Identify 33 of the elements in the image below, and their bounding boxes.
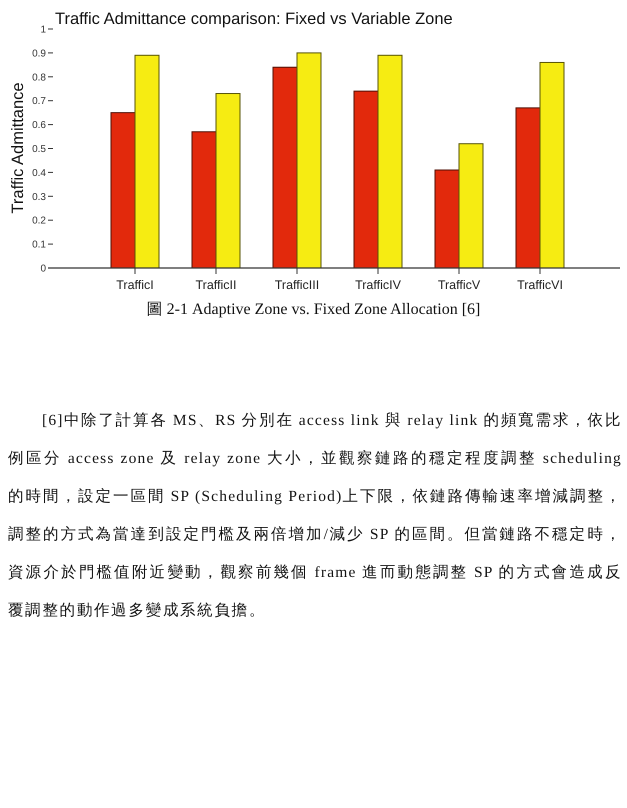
bar [110,112,136,268]
y-tick-label: 0.9 [32,48,46,60]
y-tick-label: 0.3 [32,192,46,203]
text: [6]中除了計算各 MS、RS 分別在 access link 與 relay link 的頻寬需求，依比例區分 access zone 及 relay zone 大小，並觀察鏈路的穩定程度調整 scheduling 的時間，設定一區間 SP (Scheduling Period)上下限，依鏈路傳輸速率增減調整，調整的方式為當達到設定門檻及兩倍增加/減少 SP 的區間。但當鏈路不穩定時，資源介於門檻值附近變動，觀察前幾個 frame 進而動態調整 SP 的方式會造成反覆調整的動作過多變成系統負擔。 [8,412,622,619]
chart-title: Traffic Admittance comparison: Fixed vs Variable Zone [55,10,453,28]
bar [216,93,240,268]
x-tick-label: TrafficII [196,278,236,292]
x-tick-label: TrafficIII [274,278,320,292]
y-tick-label: 0.1 [32,240,46,251]
bar [296,52,322,268]
y-tick-label: 0.4 [32,168,46,179]
x-tick-label: TrafficIV [355,278,402,292]
x-tick-label: TrafficVI [517,278,563,292]
bar [434,170,460,268]
bar [516,107,540,268]
x-tick-label: TrafficV [438,278,481,292]
bar [378,54,402,268]
y-tick-label: 0 [40,264,46,274]
bar [354,90,378,268]
y-tick-label: 0.5 [32,144,46,155]
y-tick-label: 1 [40,24,46,36]
bar [540,62,564,268]
y-tick-label: 0.7 [32,96,46,108]
y-axis-title: Traffic Admittance [9,82,27,214]
bar [192,131,216,268]
bar [134,54,160,268]
x-tick-label: TrafficI [116,278,154,292]
y-tick-label: 0.8 [32,72,46,84]
y-tick-label: 0.2 [32,216,46,227]
y-tick-label: 0.6 [32,120,46,132]
bar [272,66,298,268]
caption: 圖 2-1 Adaptive Zone vs. Fixed Zone Allocation [6] [146,300,482,320]
bar [458,143,484,268]
